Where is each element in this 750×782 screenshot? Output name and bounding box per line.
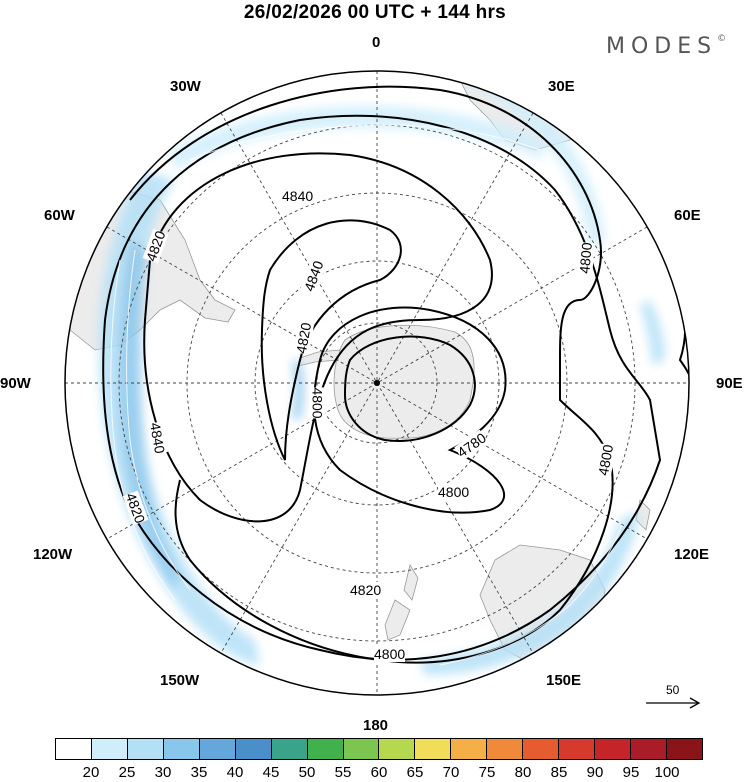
contour-4840-outer: [143, 152, 493, 523]
contour-4820-big: [102, 114, 662, 661]
contour-label: 4800: [576, 241, 595, 275]
jet-band-north: [170, 105, 545, 170]
new-zealand-south: [384, 599, 411, 641]
lon-label-90w: 90W: [0, 375, 31, 392]
contour-label: 4840: [282, 188, 314, 204]
reference-vector-value: 50: [666, 683, 680, 697]
colorbar-label: 95: [622, 764, 640, 781]
colorbar-segment: [523, 739, 560, 759]
lon-label-120e: 120E: [674, 546, 710, 563]
map-title: 26/02/2026 00 UTC + 144 hrs: [243, 2, 507, 23]
colorbar-label: 65: [406, 764, 424, 781]
contour-4780: [343, 335, 476, 442]
colorbar-labels: 20 25 30 35 40 45 50 55 60 65 70 75 80 85 90 95 100: [55, 764, 703, 782]
colorbar-label: 50: [298, 764, 316, 781]
map-boundary: [64, 70, 690, 696]
colorbar-segment: [163, 739, 200, 759]
lon-label-30w: 30W: [170, 78, 201, 95]
lon-label-60e: 60E: [674, 207, 701, 224]
colorbar-label: 20: [82, 764, 100, 781]
lon-label-150w: 150W: [160, 672, 200, 689]
colorbar-segment: [379, 739, 416, 759]
south-pole-marker: [374, 380, 380, 386]
colorbar-segment: [307, 739, 344, 759]
colorbar-segment: [415, 739, 452, 759]
colorbar-label: 80: [514, 764, 532, 781]
lon-label-180: 180: [363, 717, 389, 734]
lon-label-90e: 90E: [716, 375, 743, 392]
reference-vector-arrow: [646, 697, 701, 709]
colorbar-label: 45: [262, 764, 280, 781]
colorbar-label: 75: [478, 764, 496, 781]
antarctica: [333, 324, 475, 439]
modes-logo: MODES©: [606, 34, 727, 59]
lon-label-120w: 120W: [33, 546, 73, 563]
colorbar-label: 55: [334, 764, 352, 781]
new-zealand-north: [403, 563, 419, 601]
contour-4820-inner: [260, 219, 402, 461]
colorbar-label: 85: [550, 764, 568, 781]
contour-label: 4800: [438, 484, 470, 500]
colorbar-segment: [631, 739, 667, 759]
colorbar-label: 30: [154, 764, 172, 781]
colorbar-label: 35: [190, 764, 208, 781]
jet-band-southeast: [420, 510, 640, 675]
lon-label-60w: 60W: [44, 207, 75, 224]
contour-east: [669, 269, 689, 431]
contour-4800-inner: [313, 306, 507, 514]
contour-4800-outer: [129, 85, 614, 664]
colorbar-segment: [91, 739, 128, 759]
lon-label-0: 0: [372, 34, 381, 51]
lon-label-30e: 30E: [548, 78, 575, 95]
colorbar-label: 90: [586, 764, 604, 781]
jet-band-center: [292, 360, 304, 420]
colorbar-segment: [343, 739, 380, 759]
colorbar-label: 100: [654, 764, 680, 781]
colorbar-segment: [127, 739, 164, 759]
contour-label: 4800: [309, 387, 326, 419]
colorbar-segment: [559, 739, 596, 759]
colorbar-segment: [595, 739, 631, 759]
contour-lines: [102, 85, 689, 664]
colorbar-segment: [235, 739, 272, 759]
colorbar-segment: [487, 739, 524, 759]
colorbar-label: 70: [442, 764, 460, 781]
lon-label-150e: 150E: [546, 672, 582, 689]
contour-label: 4800: [374, 646, 406, 662]
colorbar-label: 60: [370, 764, 388, 781]
jet-band-east: [640, 300, 665, 365]
colorbar-label: 25: [118, 764, 136, 781]
graticule: [65, 71, 689, 695]
africa-east: [589, 149, 681, 211]
colorbar-segment: [199, 739, 236, 759]
colorbar-segment: [56, 739, 92, 759]
colorbar-segment: [271, 739, 308, 759]
colorbar: [55, 738, 703, 760]
contour-label: 4820: [350, 582, 382, 598]
colorbar-segment: [451, 739, 488, 759]
streamlines: [110, 124, 623, 666]
colorbar-label: 40: [226, 764, 244, 781]
colorbar-segment: [666, 739, 702, 759]
